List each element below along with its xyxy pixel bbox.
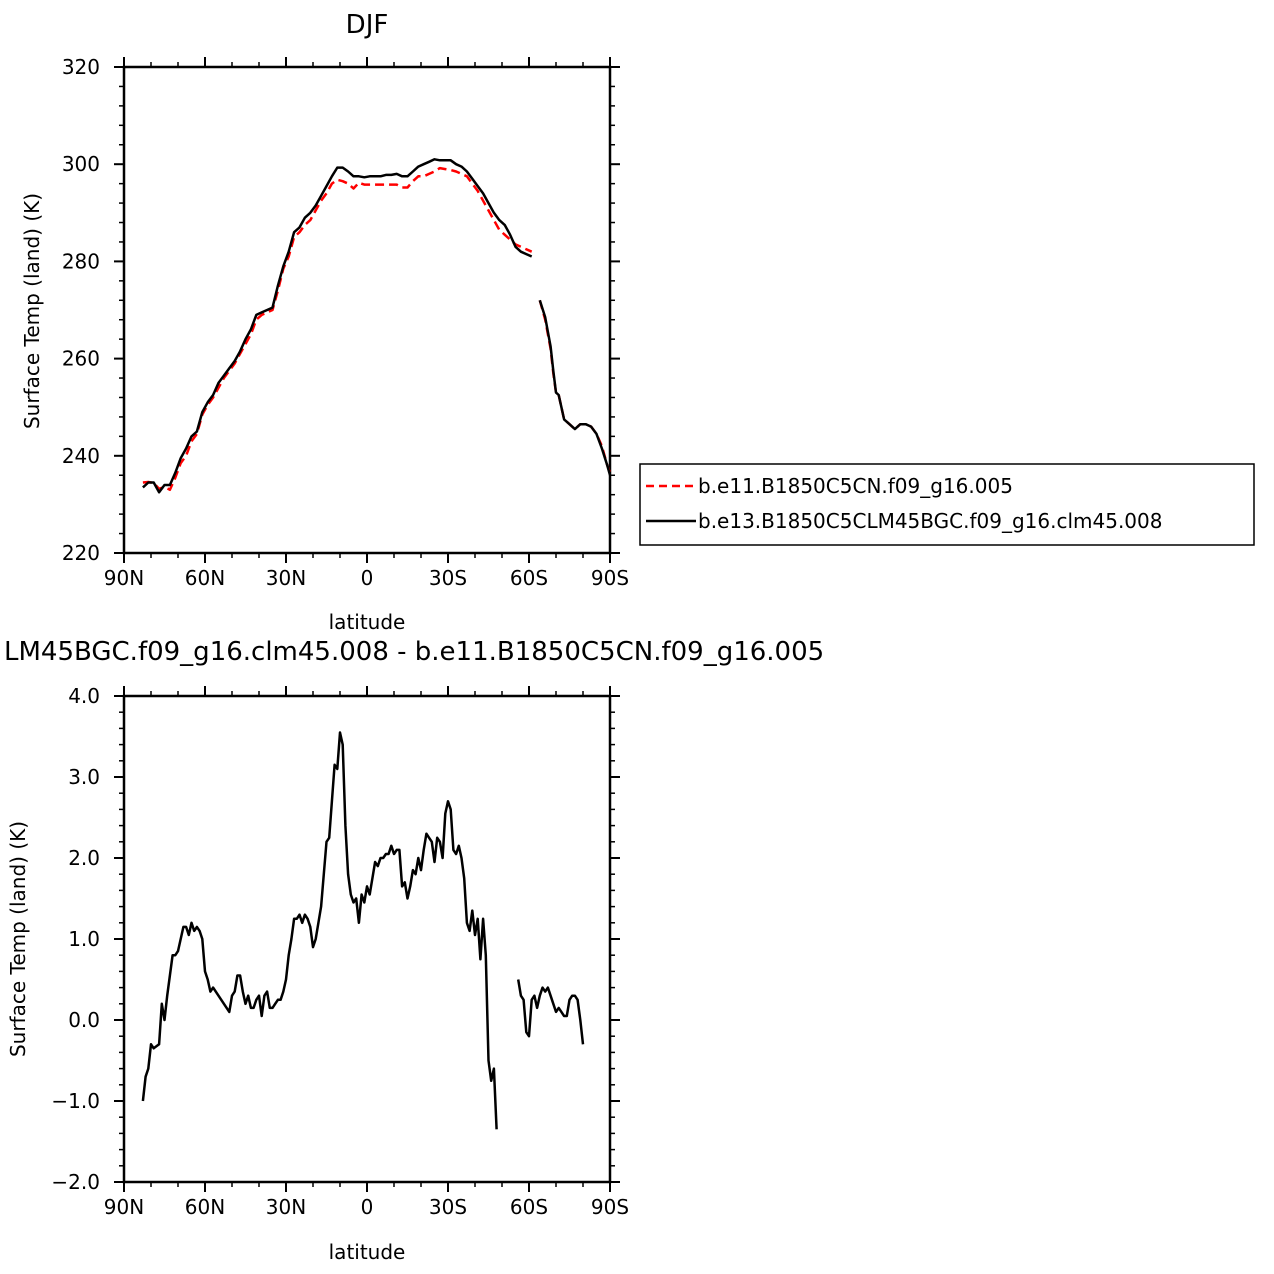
top-series-1-line-segment-2 <box>538 299 612 474</box>
top-y-tick-label: 240 <box>62 444 100 468</box>
legend-label-series-1: b.e11.B1850C5CN.f09_g16.005 <box>698 474 1013 498</box>
top-chart-y-axis-title: Surface Temp (land) (K) <box>20 193 44 429</box>
top-y-tick-label: 280 <box>62 249 100 273</box>
top-chart: DJF 90N 60N 30N 0 30S 60S 90S 220 240 260 280 300 32… <box>20 10 629 634</box>
bottom-x-tick-label: 0 <box>361 1195 374 1219</box>
bottom-y-tick-label: −2.0 <box>51 1170 100 1194</box>
bottom-plot-frame <box>122 694 612 1184</box>
top-chart-x-axis-title: latitude <box>329 610 406 634</box>
top-series-2-line-segment-2 <box>538 299 612 476</box>
bottom-x-tick-label: 30N <box>266 1195 306 1219</box>
top-y-tick-label: 220 <box>62 541 100 565</box>
top-series-2-line-segment-1 <box>142 158 533 494</box>
top-x-tick-label: 60N <box>185 566 225 590</box>
top-x-tick-label: 60S <box>510 566 548 590</box>
bottom-chart-title: LM45BGC.f09_g16.clm45.008 - b.e11.B1850C… <box>4 637 824 667</box>
top-x-tick-label: 0 <box>361 566 374 590</box>
bottom-y-tick-label: 0.0 <box>68 1008 100 1032</box>
bottom-chart-x-axis-title: latitude <box>329 1240 406 1264</box>
top-series-1-line-segment-1 <box>142 166 533 492</box>
top-x-tick-label: 30S <box>429 566 467 590</box>
top-y-tick-label: 320 <box>62 55 100 79</box>
bottom-x-tick-label: 30S <box>429 1195 467 1219</box>
bottom-x-tick-label: 90S <box>591 1195 629 1219</box>
top-x-tick-label: 90N <box>104 566 144 590</box>
top-y-tick-label: 260 <box>62 347 100 371</box>
bottom-y-tick-label: 3.0 <box>68 765 100 789</box>
legend-label-series-2: b.e13.B1850C5CLM45BGC.f09_g16.clm45.008 <box>698 509 1162 533</box>
bottom-y-tick-label: 2.0 <box>68 846 100 870</box>
top-plot-frame <box>122 65 612 555</box>
top-x-tick-label: 30N <box>266 566 306 590</box>
legend-box <box>639 463 1255 546</box>
bottom-series-1-line-segment-2 <box>516 979 585 1045</box>
top-x-tick-label: 90S <box>591 566 629 590</box>
bottom-chart-y-axis-title: Surface Temp (land) (K) <box>6 821 30 1057</box>
bottom-plot-area: 90N 60N 30N 0 30S 60S 90S −2.0 −1.0 0.0 1.0 2.0 3.0 4… <box>51 684 629 1219</box>
bottom-y-tick-label: −1.0 <box>51 1089 100 1113</box>
bottom-x-tick-label: 60N <box>185 1195 225 1219</box>
bottom-y-tick-label: 1.0 <box>68 927 100 951</box>
top-chart-title: DJF <box>346 10 389 40</box>
bottom-series-1-line-segment-1 <box>141 731 498 1130</box>
legend: b.e11.B1850C5CN.f09_g16.005 b.e13.B1850C… <box>639 463 1255 546</box>
bottom-x-tick-label: 90N <box>104 1195 144 1219</box>
bottom-y-tick-label: 4.0 <box>68 684 100 708</box>
bottom-chart: LM45BGC.f09_g16.clm45.008 - b.e11.B1850C… <box>4 637 824 1264</box>
bottom-x-tick-label: 60S <box>510 1195 548 1219</box>
top-plot-area: 90N 60N 30N 0 30S 60S 90S 220 240 260 280 300 320 <box>62 55 629 590</box>
top-y-tick-label: 300 <box>62 152 100 176</box>
